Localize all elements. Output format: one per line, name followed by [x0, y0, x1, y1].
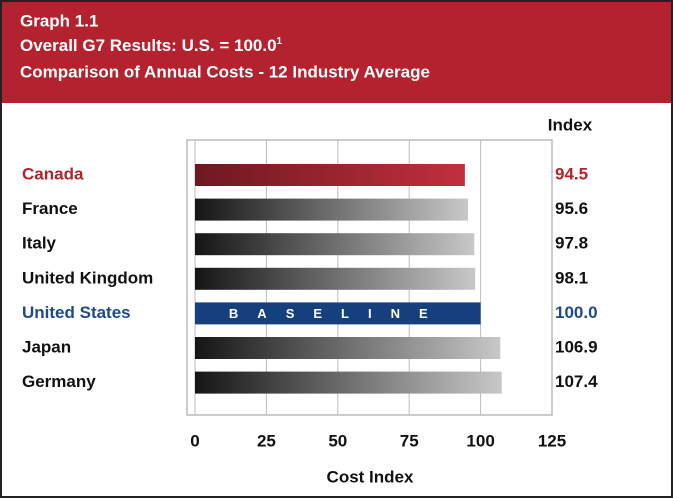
category-label: Japan: [22, 337, 71, 356]
bar: [195, 337, 501, 359]
bar: [195, 267, 476, 290]
category-label: United Kingdom: [22, 268, 153, 287]
x-tick-label: 50: [328, 431, 347, 450]
baseline-annotation: BASELINE: [229, 306, 447, 321]
category-label: France: [22, 199, 78, 218]
value-label: 95.6: [555, 199, 588, 218]
category-label: United States: [22, 303, 131, 322]
subtitle-text: Overall G7 Results: U.S. = 100.0: [20, 36, 277, 55]
value-label: 100.0: [555, 303, 598, 322]
category-label: Germany: [22, 372, 96, 391]
value-label: 106.9: [555, 337, 598, 356]
bar: [195, 164, 465, 186]
chart-subtitle-2: Comparison of Annual Costs - 12 Industry…: [20, 62, 430, 81]
value-label: 107.4: [555, 372, 598, 391]
bar: [195, 302, 481, 325]
bar: [195, 233, 475, 256]
category-label: Italy: [22, 234, 57, 253]
bar: [195, 371, 502, 394]
x-tick-label: 0: [190, 431, 199, 450]
value-label: 97.8: [555, 234, 588, 253]
header: [1, 1, 672, 103]
chart-subtitle: Overall G7 Results: U.S. = 100.01: [20, 36, 283, 56]
x-tick-label: 25: [257, 431, 276, 450]
value-header: Index: [548, 115, 593, 134]
value-label: 94.5: [555, 164, 588, 183]
x-tick-label: 125: [538, 431, 566, 450]
x-tick-label: 100: [466, 431, 494, 450]
value-label: 98.1: [555, 268, 588, 287]
bar: [195, 198, 469, 221]
x-tick-label: 75: [400, 431, 419, 450]
chart-title: Graph 1.1: [20, 11, 98, 30]
subtitle-note: 1: [277, 36, 283, 47]
category-label: Canada: [22, 164, 84, 183]
x-axis-label: Cost Index: [327, 467, 414, 486]
